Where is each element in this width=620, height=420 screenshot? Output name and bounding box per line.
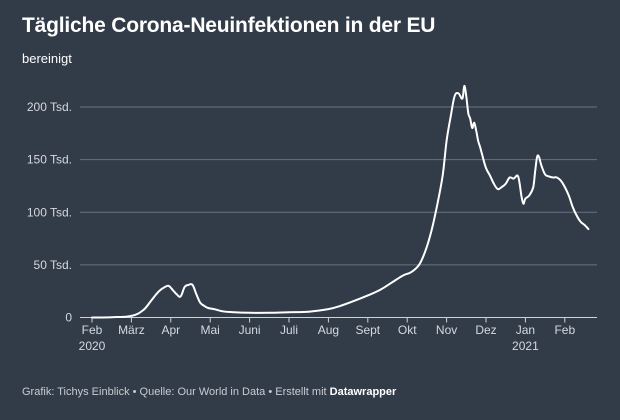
footer-brand: Datawrapper <box>329 386 397 398</box>
x-tick-year-label: 2021 <box>512 339 539 353</box>
grid-layer <box>80 106 597 323</box>
chart-footer: Grafik: Tichys Einblick • Quelle: Our Wo… <box>22 386 396 398</box>
x-tick-label: Okt <box>398 323 417 337</box>
y-tick-label: 50 Tsd. <box>34 258 72 272</box>
y-axis-labels: 0 50 Tsd. 100 Tsd. 150 Tsd. 200 Tsd. <box>27 100 72 325</box>
chart-title: Tägliche Corona-Neuinfektionen in der EU <box>22 14 436 37</box>
y-tick-label: 0 <box>65 311 72 325</box>
chart-subtitle: bereinigt <box>22 51 72 66</box>
y-tick-label: 150 Tsd. <box>27 153 72 167</box>
series-layer <box>91 84 590 319</box>
x-tick-label: Feb <box>554 323 575 337</box>
series-line-neuinfektionen <box>91 84 590 319</box>
x-tick-label: Feb <box>82 323 103 337</box>
x-tick-label: Nov <box>436 323 457 337</box>
x-tick-label: Sept <box>355 323 380 337</box>
x-tick-label: Juli <box>280 323 298 337</box>
x-tick-label: Mai <box>201 323 220 337</box>
x-tick-label: Aug <box>318 323 339 337</box>
x-tick-label: Juni <box>239 323 261 337</box>
x-tick-year-label: 2020 <box>79 339 106 353</box>
footer-credits: Grafik: Tichys Einblick • Quelle: Our Wo… <box>22 386 330 398</box>
x-tick-label: Jan <box>516 323 535 337</box>
y-tick-label: 200 Tsd. <box>27 100 72 114</box>
x-axis-labels: Feb 2020 März Apr Mai Juni Juli Aug Sept Okt Nov De… <box>79 323 576 353</box>
x-tick-label: März <box>118 323 145 337</box>
x-tick-label: Apr <box>161 323 180 337</box>
x-tick-label: Dez <box>475 323 496 337</box>
y-tick-label: 100 Tsd. <box>27 205 72 219</box>
